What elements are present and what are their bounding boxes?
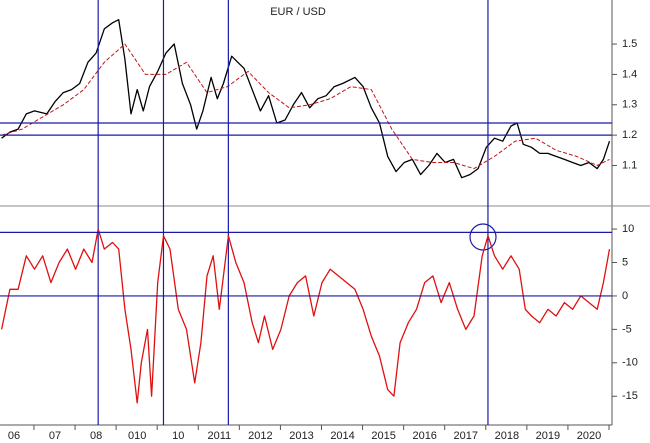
y-tick-label: -5: [622, 323, 632, 335]
x-tick-label: 2016: [412, 430, 436, 442]
series-line: [1, 43, 610, 170]
y-tick-label: 10: [622, 223, 634, 235]
x-tick-label: 2020: [577, 430, 601, 442]
x-tick-label: 2018: [495, 430, 519, 442]
x-tick-label: 06: [8, 430, 20, 442]
y-tick-label: -15: [622, 390, 638, 402]
x-tick-label: 2011: [208, 430, 232, 442]
chart-title: EUR / USD: [270, 6, 326, 18]
y-tick-label: 1.4: [622, 68, 637, 80]
y-tick-label: 1.5: [622, 38, 637, 50]
x-tick-label: 07: [49, 430, 61, 442]
series-line: [0, 228, 611, 404]
y-tick-label: 0: [622, 290, 628, 302]
x-tick-label: 010: [128, 430, 146, 442]
x-tick-label: 2013: [289, 430, 313, 442]
x-tick-label: 2019: [536, 430, 560, 442]
y-tick-label: 1.2: [622, 129, 637, 141]
x-tick-label: 10: [172, 430, 184, 442]
y-tick-label: 1.3: [622, 99, 637, 111]
y-tick-label: -10: [622, 357, 638, 369]
x-tick-label: 08: [90, 430, 102, 442]
x-tick-label: 2017: [454, 430, 478, 442]
series-line: [1, 19, 611, 179]
x-tick-label: 2014: [330, 430, 354, 442]
x-tick-label: 2015: [371, 430, 395, 442]
highlight-circle: [469, 223, 497, 251]
y-tick-label: 1.1: [622, 159, 637, 171]
x-tick-label: 2012: [248, 430, 272, 442]
y-tick-label: 5: [622, 256, 628, 268]
